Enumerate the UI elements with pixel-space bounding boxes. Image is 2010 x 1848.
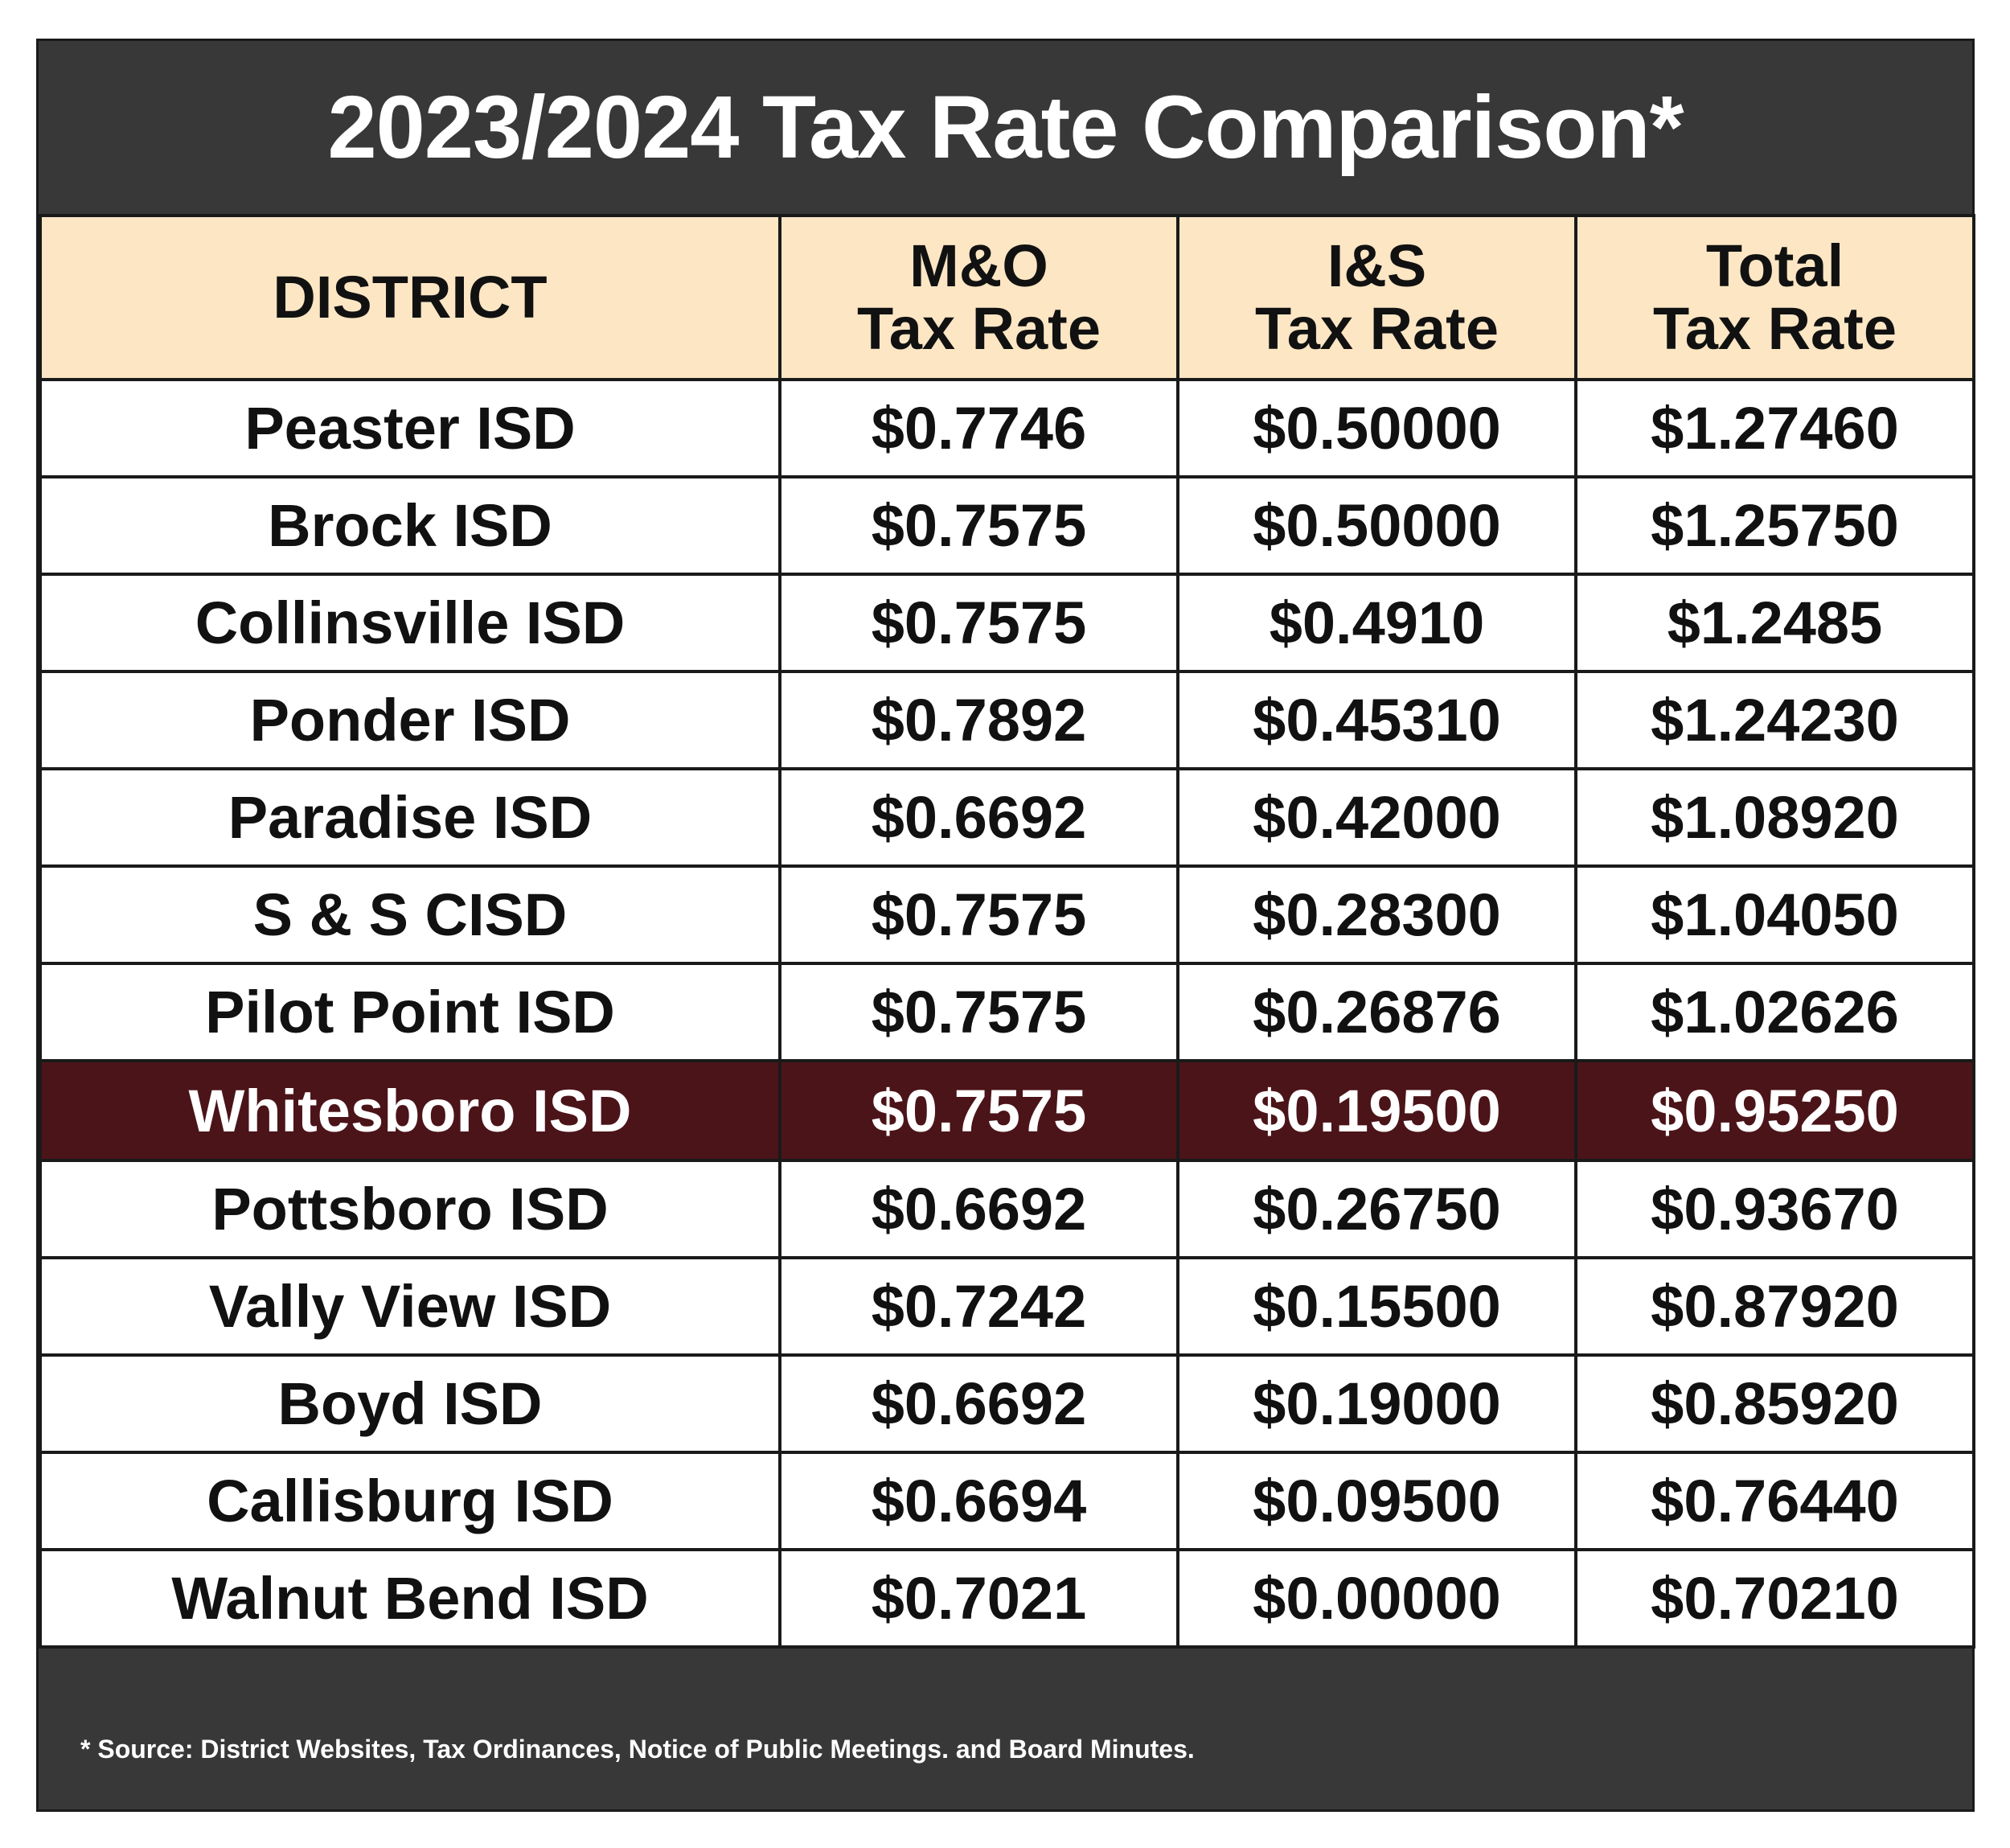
column-header-is-tax-rate: I&S Tax Rate	[1176, 214, 1577, 381]
is-rate-cell: $0.15500	[1176, 1256, 1577, 1357]
source-footnote-text: * Source: District Websites, Tax Ordinan…	[80, 1734, 1195, 1764]
mo-rate-cell: $0.7575	[778, 864, 1179, 965]
column-header-total-line2: Tax Rate	[1653, 295, 1897, 362]
total-rate-cell: $1.02626	[1574, 962, 1975, 1062]
mo-rate-cell: $0.7746	[778, 378, 1179, 478]
table-row: Ponder ISD $0.7892 $0.45310 $1.24230	[39, 670, 1975, 770]
tax-rate-comparison-card: 2023/2024 Tax Rate Comparison* DISTRICT …	[36, 39, 1975, 1812]
district-cell: Whitesboro ISD	[39, 1059, 781, 1162]
district-cell: Callisburg ISD	[39, 1451, 781, 1551]
column-header-is-line1: I&S	[1327, 232, 1427, 299]
is-rate-cell: $0.45310	[1176, 670, 1577, 770]
mo-rate-cell: $0.6692	[778, 1159, 1179, 1259]
district-cell: Walnut Bend ISD	[39, 1548, 781, 1649]
table-row: Brock ISD $0.7575 $0.50000 $1.25750	[39, 475, 1975, 576]
is-rate-cell: $0.28300	[1176, 864, 1577, 965]
is-rate-cell: $0.4910	[1176, 573, 1577, 673]
total-rate-cell: $0.76440	[1574, 1451, 1975, 1551]
highlighted-table-row: Whitesboro ISD $0.7575 $0.19500 $0.95250	[39, 1059, 1975, 1162]
table-row: Pottsboro ISD $0.6692 $0.26750 $0.93670	[39, 1159, 1975, 1259]
mo-rate-cell: $0.7575	[778, 1059, 1179, 1162]
is-rate-cell: $0.00000	[1176, 1548, 1577, 1649]
district-cell: Pottsboro ISD	[39, 1159, 781, 1259]
total-rate-cell: $1.24230	[1574, 670, 1975, 770]
mo-rate-cell: $0.7575	[778, 475, 1179, 576]
table-row: Callisburg ISD $0.6694 $0.09500 $0.76440	[39, 1451, 1975, 1551]
district-cell: Peaster ISD	[39, 378, 781, 478]
is-rate-cell: $0.26876	[1176, 962, 1577, 1062]
mo-rate-cell: $0.7892	[778, 670, 1179, 770]
column-header-mo-line2: Tax Rate	[857, 295, 1101, 362]
is-rate-cell: $0.50000	[1176, 475, 1577, 576]
table-row: S & S CISD $0.7575 $0.28300 $1.04050	[39, 864, 1975, 965]
total-rate-cell: $1.25750	[1574, 475, 1975, 576]
mo-rate-cell: $0.6694	[778, 1451, 1179, 1551]
table-row: Peaster ISD $0.7746 $0.50000 $1.27460	[39, 378, 1975, 478]
table-row: Collinsville ISD $0.7575 $0.4910 $1.2485	[39, 573, 1975, 673]
district-cell: Ponder ISD	[39, 670, 781, 770]
is-rate-cell: $0.50000	[1176, 378, 1577, 478]
district-cell: Collinsville ISD	[39, 573, 781, 673]
district-cell: Boyd ISD	[39, 1353, 781, 1454]
table-row: Paradise ISD $0.6692 $0.42000 $1.08920	[39, 767, 1975, 868]
total-rate-cell: $1.04050	[1574, 864, 1975, 965]
mo-rate-cell: $0.6692	[778, 767, 1179, 868]
page-title: 2023/2024 Tax Rate Comparison*	[327, 78, 1684, 177]
total-rate-cell: $0.87920	[1574, 1256, 1975, 1357]
mo-rate-cell: $0.7021	[778, 1548, 1179, 1649]
table-row: Vally View ISD $0.7242 $0.15500 $0.87920	[39, 1256, 1975, 1357]
district-cell: Brock ISD	[39, 475, 781, 576]
column-header-total-line1: Total	[1705, 232, 1844, 299]
column-header-district-label: DISTRICT	[273, 264, 548, 331]
total-rate-cell: $0.95250	[1574, 1059, 1975, 1162]
table-row: Walnut Bend ISD $0.7021 $0.00000 $0.7021…	[39, 1548, 1975, 1649]
tax-rate-table: DISTRICT M&O Tax Rate I&S Tax Rate Total…	[39, 214, 1975, 1649]
is-rate-cell: $0.19000	[1176, 1353, 1577, 1454]
column-header-mo-line1: M&O	[909, 232, 1048, 299]
total-rate-cell: $1.2485	[1574, 573, 1975, 673]
is-rate-cell: $0.19500	[1176, 1059, 1577, 1162]
is-rate-cell: $0.26750	[1176, 1159, 1577, 1259]
column-header-district: DISTRICT	[39, 214, 781, 381]
mo-rate-cell: $0.7575	[778, 573, 1179, 673]
total-rate-cell: $0.93670	[1574, 1159, 1975, 1259]
source-footnote: * Source: District Websites, Tax Ordinan…	[39, 1689, 1972, 1809]
table-header-row: DISTRICT M&O Tax Rate I&S Tax Rate Total…	[39, 214, 1975, 381]
total-rate-cell: $1.27460	[1574, 378, 1975, 478]
column-header-total-tax-rate: Total Tax Rate	[1574, 214, 1975, 381]
total-rate-cell: $0.85920	[1574, 1353, 1975, 1454]
table-row: Boyd ISD $0.6692 $0.19000 $0.85920	[39, 1353, 1975, 1454]
is-rate-cell: $0.09500	[1176, 1451, 1577, 1551]
district-cell: S & S CISD	[39, 864, 781, 965]
total-rate-cell: $0.70210	[1574, 1548, 1975, 1649]
district-cell: Vally View ISD	[39, 1256, 781, 1357]
mo-rate-cell: $0.7575	[778, 962, 1179, 1062]
column-header-is-line2: Tax Rate	[1255, 295, 1499, 362]
total-rate-cell: $1.08920	[1574, 767, 1975, 868]
is-rate-cell: $0.42000	[1176, 767, 1577, 868]
mo-rate-cell: $0.7242	[778, 1256, 1179, 1357]
mo-rate-cell: $0.6692	[778, 1353, 1179, 1454]
column-header-mo-tax-rate: M&O Tax Rate	[778, 214, 1179, 381]
table-row: Pilot Point ISD $0.7575 $0.26876 $1.0262…	[39, 962, 1975, 1062]
district-cell: Pilot Point ISD	[39, 962, 781, 1062]
district-cell: Paradise ISD	[39, 767, 781, 868]
